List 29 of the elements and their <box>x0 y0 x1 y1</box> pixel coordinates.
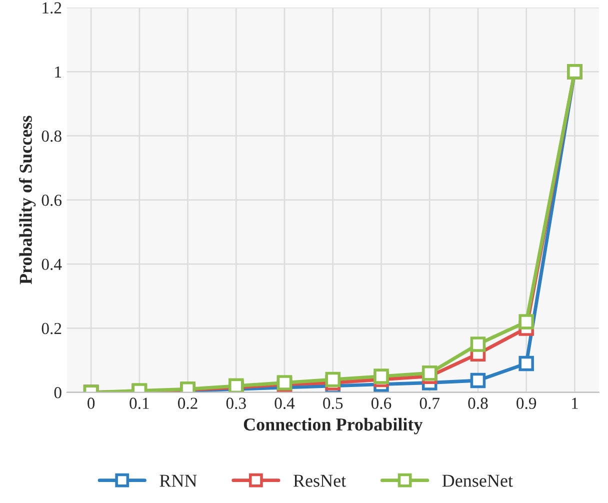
x-axis-title: Connection Probability <box>244 418 423 434</box>
x-tick-label: 0.4 <box>274 398 295 410</box>
x-tick-label: 1 <box>572 398 578 409</box>
y-tick-label: 0.2 <box>42 322 62 334</box>
y-tick-label: 0.4 <box>42 258 62 270</box>
x-tick-label: 0.1 <box>130 398 149 410</box>
y-tick-label: 0.8 <box>42 130 62 142</box>
x-tick-label: 0.7 <box>420 398 440 410</box>
x-tick-label: 0.9 <box>516 398 536 410</box>
point <box>470 372 486 388</box>
point <box>470 336 486 352</box>
x-tick-label: 0 <box>88 398 95 409</box>
y-tick-label: 0 <box>54 387 62 398</box>
x-tick-label: 0.2 <box>178 398 198 410</box>
legend-label: ResNet <box>293 474 346 487</box>
x-tick-label: 0.3 <box>226 398 246 410</box>
point <box>374 368 389 384</box>
legend-label: DenseNet <box>442 474 513 487</box>
x-tick-label: 0.5 <box>323 398 343 410</box>
y-tick-label: 1.2 <box>42 2 62 14</box>
y-axis-title: Probability of Success <box>19 116 36 284</box>
y-tick-label: 1 <box>55 66 62 78</box>
x-tick-label: 0.6 <box>371 398 392 410</box>
y-tick-label: 0.6 <box>42 194 62 206</box>
legend-label: RNN <box>160 474 197 487</box>
x-tick-label: 0.8 <box>468 398 488 410</box>
point <box>518 356 534 372</box>
point <box>518 314 534 330</box>
point <box>422 365 438 381</box>
